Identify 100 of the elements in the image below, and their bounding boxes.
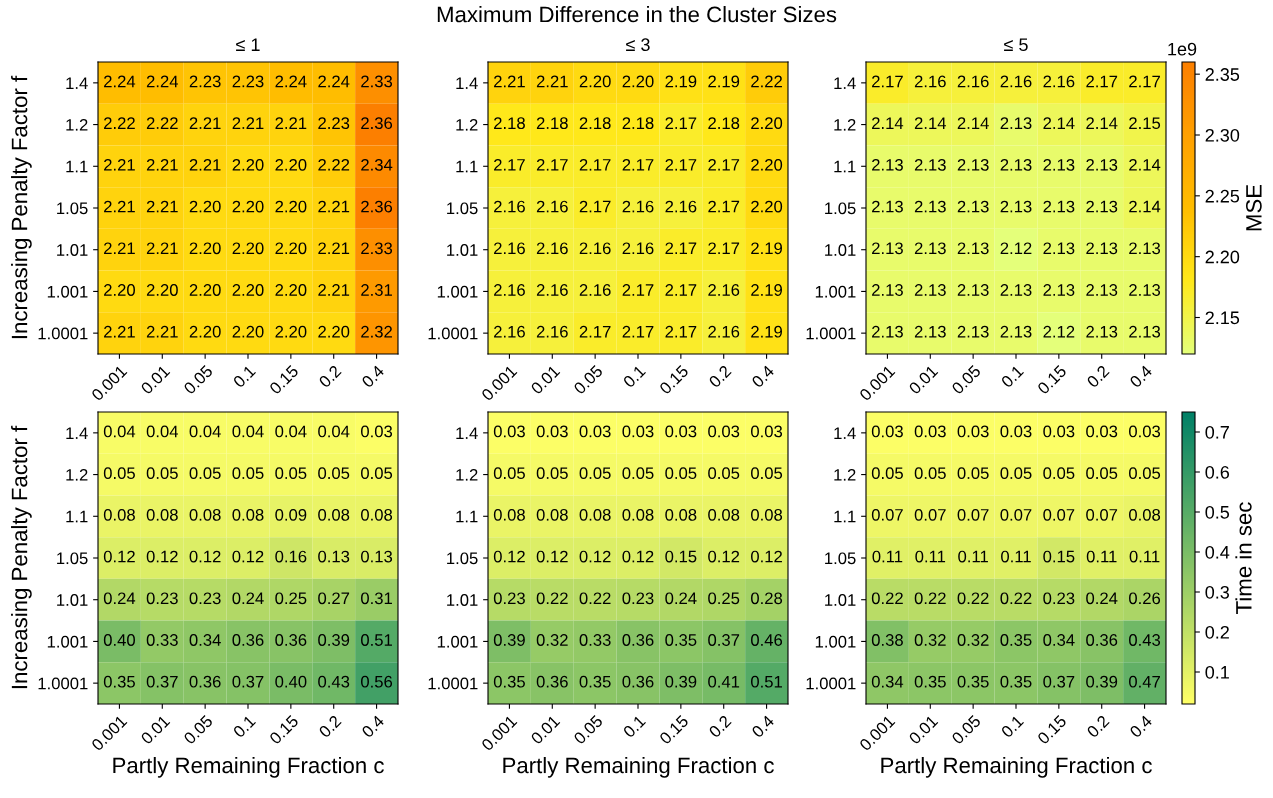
data-label: 0.34 bbox=[1043, 634, 1075, 646]
data-label: 2.14 bbox=[914, 117, 947, 129]
data-label: 0.24 bbox=[1086, 592, 1118, 605]
data-label: 2.20 bbox=[189, 325, 221, 338]
data-label: 2.13 bbox=[872, 200, 903, 213]
y-tick-label: 1.0001 bbox=[38, 677, 88, 690]
data-label: 2.20 bbox=[189, 284, 221, 296]
color-bar-title: MSE bbox=[1246, 184, 1262, 231]
data-label: 2.34 bbox=[361, 158, 393, 171]
y-tick-label: 1.001 bbox=[437, 635, 478, 648]
data-label: 0.12 bbox=[493, 550, 525, 563]
data-label: 2.22 bbox=[751, 75, 782, 88]
data-label: 2.20 bbox=[751, 158, 783, 171]
data-label: 2.17 bbox=[579, 200, 611, 213]
data-label: 2.13 bbox=[914, 242, 946, 255]
data-label: 2.17 bbox=[622, 284, 654, 296]
data-label: 0.03 bbox=[579, 425, 611, 438]
data-label: 0.11 bbox=[1086, 550, 1117, 563]
data-label: 0.08 bbox=[232, 508, 264, 521]
data-label: 2.20 bbox=[232, 158, 264, 171]
data-label: 0.22 bbox=[1000, 592, 1032, 605]
data-label: 2.21 bbox=[232, 117, 264, 129]
data-label: 0.25 bbox=[708, 592, 740, 605]
data-label: 0.12 bbox=[579, 550, 611, 563]
data-label: 2.13 bbox=[1000, 325, 1032, 338]
data-label: 0.05 bbox=[1043, 467, 1075, 480]
data-label: 0.08 bbox=[1129, 508, 1161, 521]
color-bar-label: 0.5 bbox=[1205, 505, 1230, 519]
data-label: 0.05 bbox=[579, 467, 611, 480]
color-bar-label: 0.2 bbox=[1205, 625, 1229, 639]
data-label: 2.13 bbox=[1086, 284, 1118, 296]
y-tick-label: 1.1 bbox=[456, 160, 478, 173]
data-label: 2.13 bbox=[872, 325, 903, 338]
data-label: 2.22 bbox=[104, 117, 135, 129]
data-label: 0.23 bbox=[189, 592, 221, 605]
y-tick-label: 1.1 bbox=[456, 510, 478, 523]
data-label: 2.21 bbox=[104, 158, 135, 171]
data-label: 0.05 bbox=[232, 467, 264, 480]
data-label: 2.12 bbox=[1000, 242, 1032, 255]
data-label: 2.21 bbox=[104, 200, 135, 213]
data-label: 2.16 bbox=[708, 284, 740, 296]
data-label: 2.20 bbox=[622, 75, 654, 88]
data-label: 2.13 bbox=[914, 284, 946, 296]
data-label: 0.36 bbox=[275, 634, 307, 646]
y-tick-label: 1.2 bbox=[456, 468, 478, 481]
x-tick-label: 0.01 bbox=[530, 364, 561, 395]
color-bar-label: 0.7 bbox=[1205, 425, 1229, 439]
color-bar-label: 2.35 bbox=[1205, 68, 1240, 81]
data-label: 0.05 bbox=[914, 467, 946, 480]
data-label: 0.22 bbox=[536, 592, 568, 605]
data-label: 0.35 bbox=[1000, 675, 1032, 688]
data-label: 2.16 bbox=[494, 200, 525, 213]
data-label: 2.21 bbox=[318, 200, 350, 213]
data-label: 2.18 bbox=[579, 117, 611, 130]
y-tick-label: 1.1 bbox=[66, 160, 88, 173]
color-bar-label: 0.1 bbox=[1205, 665, 1229, 679]
data-label: 0.40 bbox=[103, 634, 135, 646]
color-bar-label: 2.15 bbox=[1205, 311, 1240, 325]
x-tick-label: 0.2 bbox=[708, 364, 732, 389]
data-label: 2.20 bbox=[146, 284, 178, 296]
x-tick-label: 0.1 bbox=[1000, 364, 1025, 389]
data-label: 0.05 bbox=[957, 467, 989, 480]
data-label: 2.19 bbox=[665, 75, 697, 88]
data-label: 0.39 bbox=[1086, 675, 1118, 688]
data-label: 2.21 bbox=[104, 242, 135, 255]
data-label: 0.09 bbox=[275, 508, 307, 521]
data-label: 2.20 bbox=[579, 75, 611, 88]
data-label: 0.36 bbox=[232, 634, 264, 646]
data-label: 0.05 bbox=[1129, 467, 1161, 480]
data-label: 0.08 bbox=[103, 508, 135, 521]
data-label: 0.08 bbox=[493, 508, 525, 521]
data-label: 2.23 bbox=[189, 75, 221, 88]
data-label: 2.24 bbox=[104, 75, 136, 88]
data-label: 2.24 bbox=[275, 75, 307, 88]
data-label: 2.13 bbox=[1043, 284, 1075, 296]
text: 1e9 bbox=[1168, 42, 1197, 56]
data-label: 0.04 bbox=[146, 425, 179, 438]
data-label: 2.17 bbox=[579, 158, 611, 171]
data-label: 0.12 bbox=[751, 550, 782, 563]
data-label: 0.05 bbox=[1086, 467, 1118, 480]
data-label: 2.33 bbox=[361, 242, 393, 255]
data-label: 2.18 bbox=[622, 117, 654, 130]
x-tick-label: 0.2 bbox=[708, 714, 732, 739]
data-label: 2.13 bbox=[1000, 158, 1032, 171]
data-label: 2.17 bbox=[665, 284, 697, 296]
data-label: 0.03 bbox=[665, 425, 697, 438]
data-label: 2.19 bbox=[708, 75, 740, 88]
data-label: 0.05 bbox=[493, 467, 525, 480]
data-label: 2.13 bbox=[1043, 158, 1075, 171]
data-label: 0.37 bbox=[708, 634, 740, 646]
x-tick-label: 0.01 bbox=[908, 364, 939, 395]
x-tick-label: 0.1 bbox=[1000, 714, 1025, 739]
y-tick-label: 1.001 bbox=[815, 635, 856, 648]
data-label: 2.20 bbox=[232, 284, 264, 296]
color-bar-label: 0.6 bbox=[1205, 465, 1230, 479]
data-label: 2.21 bbox=[494, 75, 525, 88]
y-tick-label: 1.0001 bbox=[806, 327, 856, 340]
data-label: 0.25 bbox=[275, 592, 307, 605]
data-label: 0.13 bbox=[318, 550, 350, 563]
data-label: 2.20 bbox=[751, 200, 783, 213]
